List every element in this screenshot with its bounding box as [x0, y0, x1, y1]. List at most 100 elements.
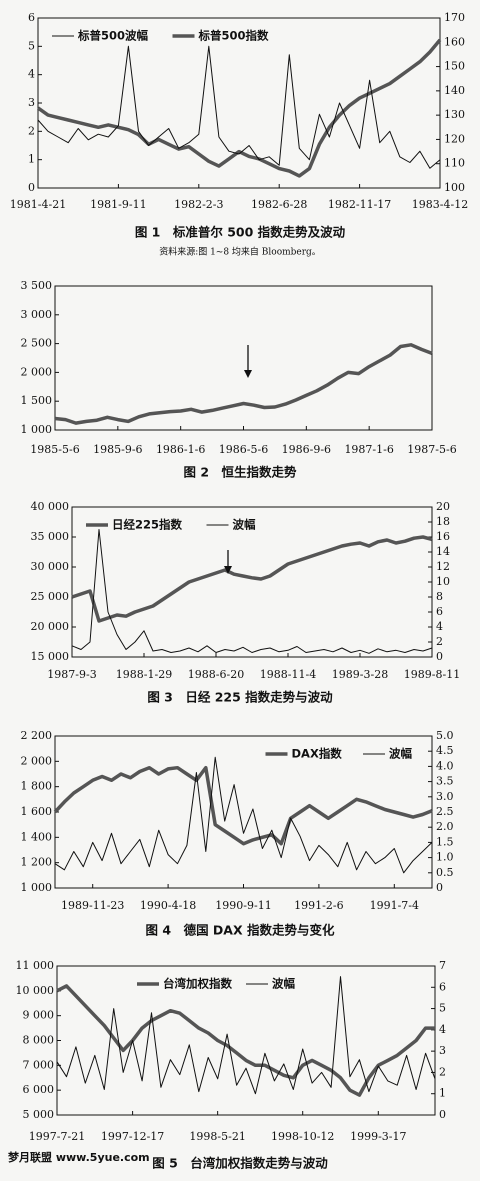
- y-tick-label: 30 000: [31, 560, 70, 573]
- y2-tick-label: 4: [436, 620, 443, 633]
- figure-source: 资料来源:图 1~8 均来自 Bloomberg。: [159, 246, 321, 258]
- series-line: [71, 535, 433, 623]
- y2-tick-label: 130: [444, 108, 465, 121]
- y-tick-label: 1 800: [21, 780, 53, 793]
- figure-caption: 图 2 恒生指数走势: [183, 465, 297, 480]
- series-line: [71, 529, 433, 654]
- figure-caption: 图 3 日经 225 指数走势与波动: [147, 690, 333, 705]
- y2-tick-label: 1.5: [436, 835, 454, 848]
- x-tick-label: 1999-3-17: [350, 1130, 406, 1143]
- y2-tick-label: 1.0: [436, 851, 454, 864]
- y-tick-label: 1 200: [21, 856, 53, 869]
- x-tick-label: 1990-9-11: [215, 899, 271, 912]
- y-tick-label: 1 000: [21, 423, 53, 436]
- x-tick-label: 1987-9-3: [47, 668, 96, 681]
- y-tick-label: 35 000: [31, 530, 70, 543]
- y2-tick-label: 7: [439, 959, 446, 972]
- y-tick-label: 4: [28, 68, 35, 81]
- y2-tick-label: 20: [436, 500, 450, 513]
- legend-label: 波幅: [272, 977, 295, 991]
- x-tick-label: 1986-9-6: [282, 443, 331, 456]
- y-tick-label: 2 200: [21, 729, 53, 742]
- y2-tick-label: 16: [436, 530, 450, 543]
- x-tick-label: 1997-7-21: [29, 1130, 85, 1143]
- y2-tick-label: 0: [436, 650, 443, 663]
- legend-label: 标普500波幅: [77, 29, 149, 43]
- y2-tick-label: 5.0: [436, 729, 454, 742]
- plot-frame: [37, 17, 441, 189]
- y2-tick-label: 2: [436, 635, 443, 648]
- watermark: 梦月联盟 www.5yue.com: [8, 1150, 150, 1164]
- y-tick-label: 5: [28, 39, 35, 52]
- y-tick-label: 1 400: [21, 830, 53, 843]
- legend-label: 波幅: [233, 518, 256, 532]
- legend-label: 标普500指数: [198, 29, 270, 43]
- x-tick-label: 1989-3-28: [332, 668, 388, 681]
- x-tick-label: 1998-10-12: [271, 1130, 334, 1143]
- y-tick-label: 2 500: [21, 337, 53, 350]
- x-tick-label: 1981-9-11: [90, 198, 146, 211]
- series-line: [54, 756, 433, 874]
- y2-tick-label: 1: [439, 1087, 446, 1100]
- y-tick-label: 1 500: [21, 394, 53, 407]
- y2-tick-label: 100: [444, 181, 465, 194]
- x-tick-label: 1997-12-17: [101, 1130, 164, 1143]
- x-tick-label: 1982-6-28: [251, 198, 307, 211]
- y-tick-label: 7 000: [23, 1058, 55, 1071]
- x-tick-label: 1985-9-6: [93, 443, 142, 456]
- y2-tick-label: 12: [436, 560, 450, 573]
- y2-tick-label: 8: [436, 590, 443, 603]
- x-tick-label: 1991-2-6: [294, 899, 343, 912]
- annotation-arrowhead: [224, 566, 232, 574]
- y2-tick-label: 0: [436, 881, 443, 894]
- series-line: [36, 38, 442, 178]
- y-tick-label: 6: [28, 11, 35, 24]
- y2-tick-label: 2.5: [436, 805, 454, 818]
- y-tick-label: 10 000: [16, 984, 55, 997]
- y2-tick-label: 140: [444, 84, 465, 97]
- legend-label: 日经225指数: [112, 518, 183, 532]
- series-line: [54, 343, 433, 425]
- x-tick-label: 1982-2-3: [174, 198, 223, 211]
- x-tick-label: 1989-11-23: [61, 899, 124, 912]
- y2-tick-label: 3.5: [436, 775, 454, 788]
- x-tick-label: 1990-4-18: [140, 899, 196, 912]
- x-tick-label: 1983-4-12: [412, 198, 468, 211]
- y2-tick-label: 150: [444, 60, 465, 73]
- figure-caption: 图 4 德国 DAX 指数走势与变化: [146, 923, 335, 938]
- y2-tick-label: 2.0: [436, 820, 454, 833]
- y2-tick-label: 0.5: [436, 866, 454, 879]
- y-tick-label: 8 000: [23, 1034, 55, 1047]
- y-tick-label: 15 000: [31, 650, 70, 663]
- y2-tick-label: 5: [439, 1002, 446, 1015]
- y-tick-label: 0: [28, 181, 35, 194]
- plot-frame: [54, 285, 433, 431]
- series-line: [56, 976, 436, 1095]
- y2-tick-label: 18: [436, 515, 450, 528]
- y-tick-label: 25 000: [31, 590, 70, 603]
- x-tick-label: 1986-1-6: [156, 443, 205, 456]
- x-tick-label: 1988-1-29: [116, 668, 172, 681]
- y-tick-label: 2: [28, 124, 35, 137]
- x-tick-label: 1981-4-21: [10, 198, 66, 211]
- legend-label: 波幅: [389, 747, 412, 761]
- y-tick-label: 1: [28, 153, 35, 166]
- figure-caption: 图 5 台湾加权指数走势与波动: [152, 1156, 328, 1171]
- y2-tick-label: 6: [436, 605, 443, 618]
- y2-tick-label: 6: [439, 980, 446, 993]
- y2-tick-label: 3.0: [436, 790, 454, 803]
- y2-tick-label: 14: [436, 545, 450, 558]
- y2-tick-label: 4.5: [436, 744, 454, 757]
- x-tick-label: 1991-7-4: [370, 899, 419, 912]
- x-tick-label: 1988-11-4: [260, 668, 316, 681]
- y-tick-label: 6 000: [23, 1083, 55, 1096]
- x-tick-label: 1998-5-21: [189, 1130, 245, 1143]
- x-tick-label: 1988-6-20: [188, 668, 244, 681]
- y2-tick-label: 120: [444, 132, 465, 145]
- y2-tick-label: 160: [444, 35, 465, 48]
- x-tick-label: 1987-5-6: [407, 443, 456, 456]
- y-tick-label: 2 000: [21, 365, 53, 378]
- y2-tick-label: 170: [444, 11, 465, 24]
